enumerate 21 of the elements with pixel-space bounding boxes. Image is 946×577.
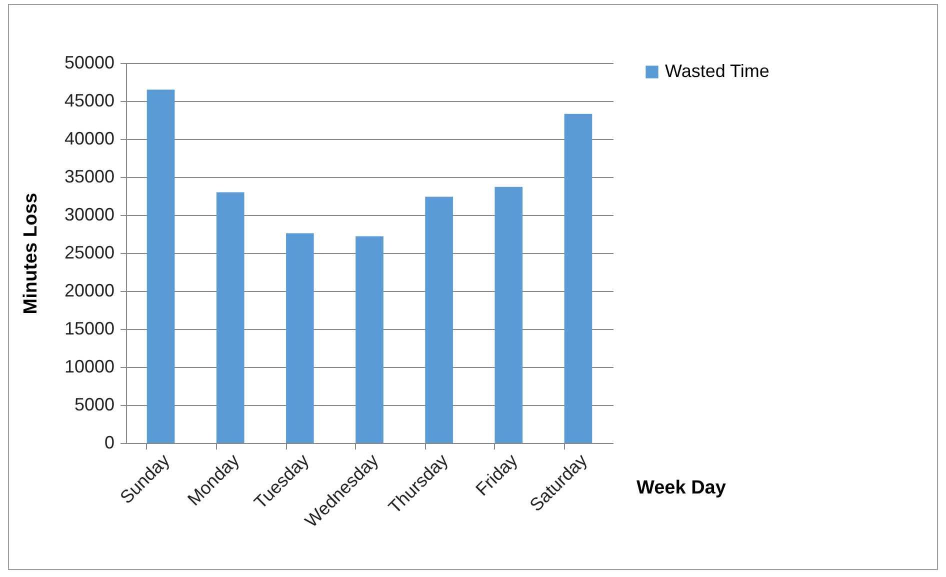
y-tick-label: 20000: [64, 280, 114, 300]
y-tick-label: 5000: [74, 394, 114, 414]
bar: [356, 236, 384, 443]
bar: [216, 192, 244, 443]
y-axis-title: Minutes Loss: [20, 192, 42, 314]
bar: [564, 114, 592, 443]
y-tick-label: 45000: [64, 90, 114, 110]
y-tick-label: 10000: [64, 356, 114, 376]
y-tick-label: 25000: [64, 242, 114, 262]
y-tick-label: 30000: [64, 204, 114, 224]
bar: [286, 233, 314, 443]
bar: [425, 196, 453, 443]
x-axis-title: Week Day: [636, 478, 726, 498]
legend-label: Wasted Time: [665, 61, 770, 81]
y-tick-label: 40000: [64, 128, 114, 148]
bar: [146, 90, 175, 443]
y-tick-label: 15000: [64, 318, 114, 338]
y-tick-label: 35000: [64, 166, 114, 186]
y-tick-label: 0: [104, 432, 114, 452]
y-tick-label: 50000: [64, 52, 114, 72]
bar: [494, 186, 523, 443]
